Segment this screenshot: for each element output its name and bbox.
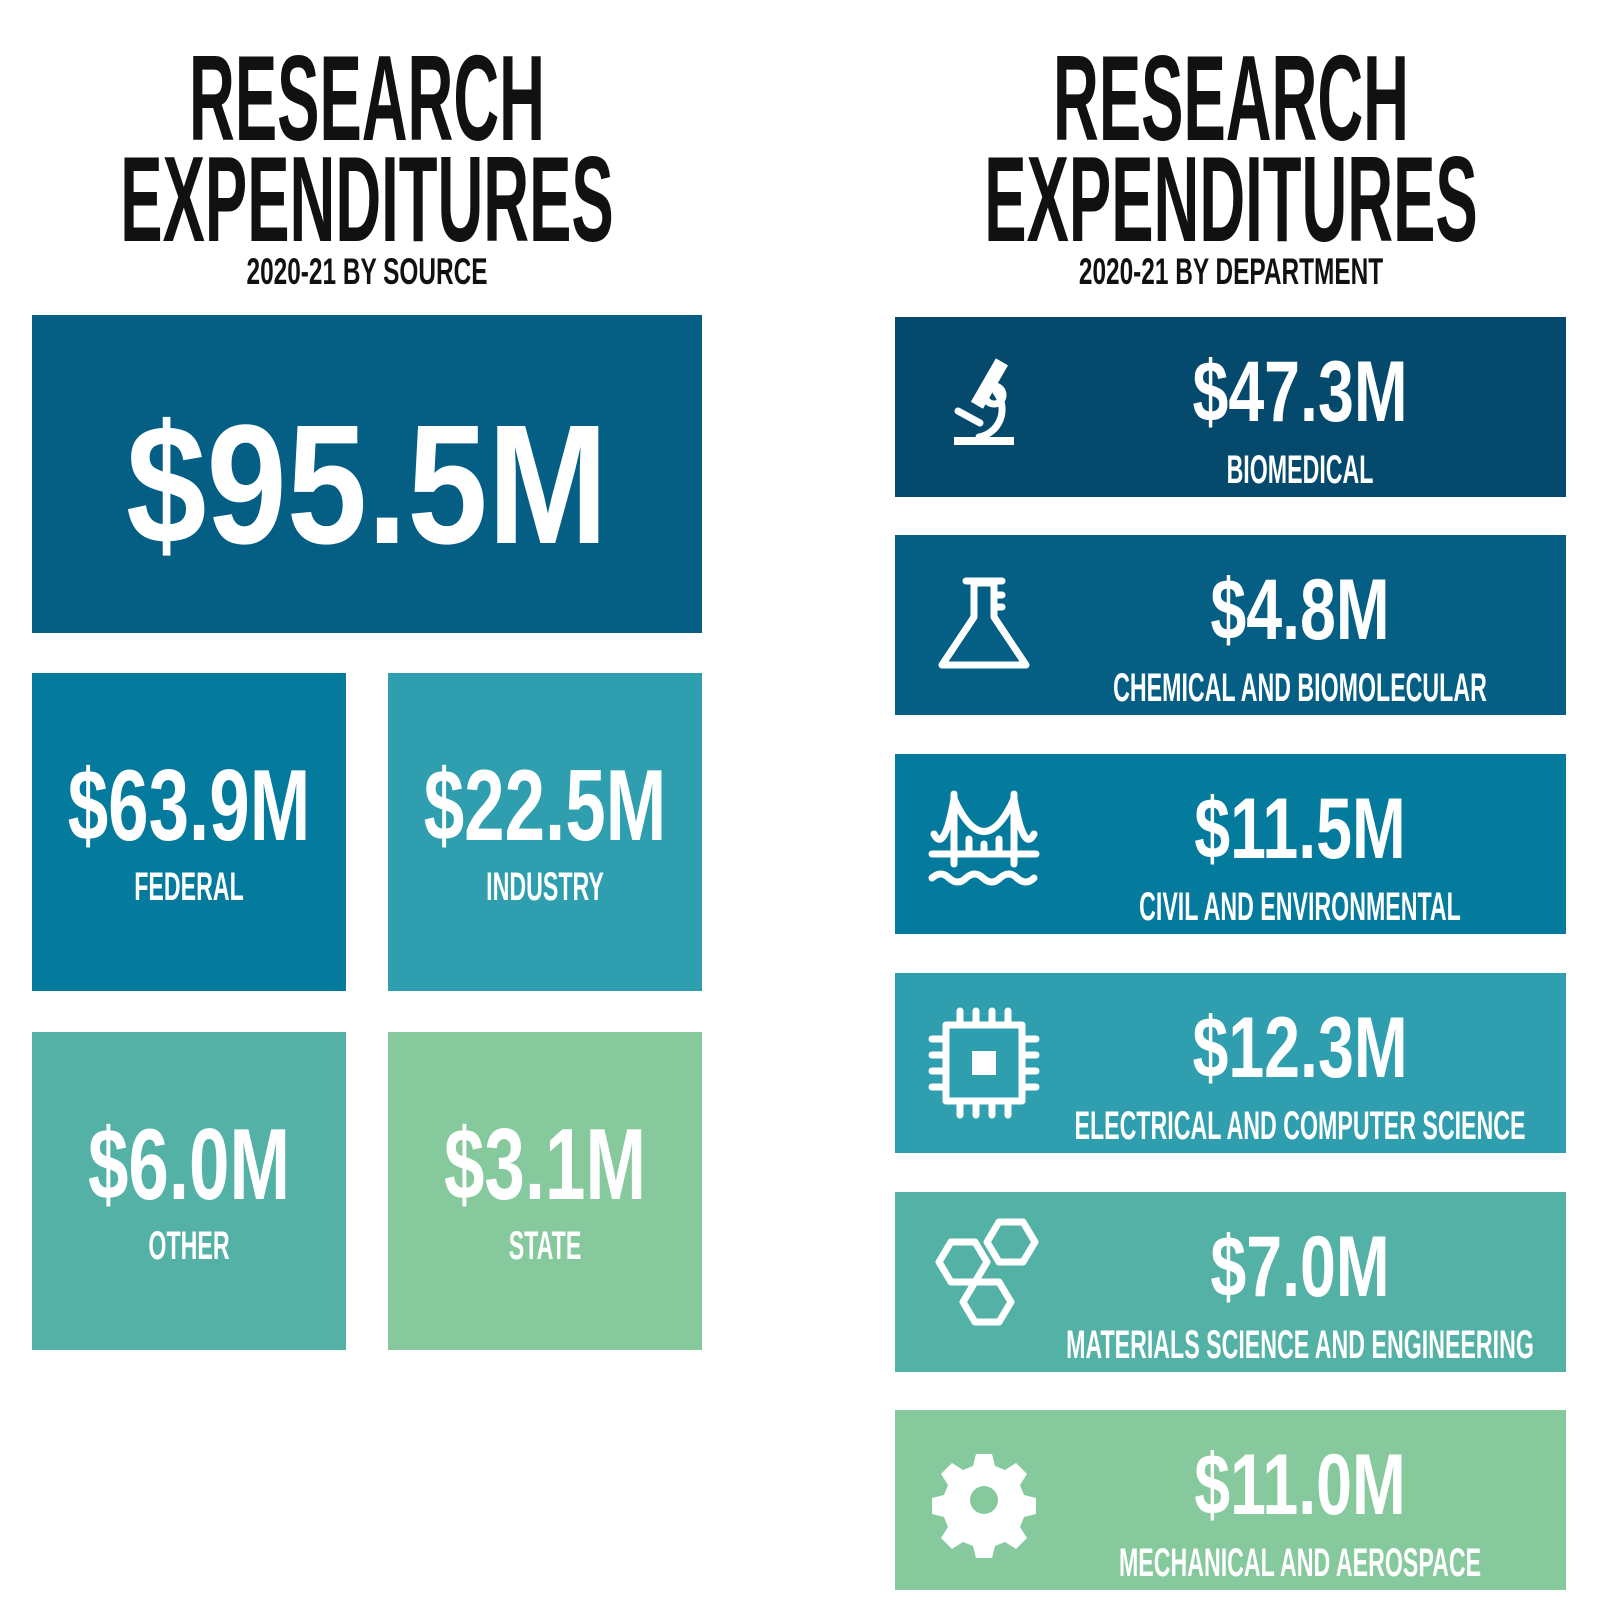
total-tile xyxy=(32,315,702,633)
department-row xyxy=(895,535,1566,715)
department-label: ELECTRICAL AND COMPUTER SCIENCE xyxy=(1075,1102,1526,1147)
hexagon-icon xyxy=(935,1218,1039,1326)
title-line: RESEARCH xyxy=(1053,30,1409,167)
source-tile xyxy=(388,673,702,991)
department-label: CHEMICAL AND BIOMOLECULAR xyxy=(1113,664,1487,709)
department-row xyxy=(895,754,1566,934)
title-line: RESEARCH xyxy=(189,30,545,167)
gear-icon xyxy=(932,1454,1036,1558)
title-line: EXPENDITURES xyxy=(984,131,1477,268)
total-value: $95.5M xyxy=(126,390,608,580)
department-value: $4.8M xyxy=(1210,562,1389,658)
title-line: EXPENDITURES xyxy=(120,131,613,268)
source-tile xyxy=(32,673,346,991)
source-label: OTHER xyxy=(148,1222,229,1267)
chip-icon xyxy=(928,1007,1040,1119)
department-row xyxy=(895,973,1566,1153)
department-label: MECHANICAL AND AEROSPACE xyxy=(1119,1539,1481,1584)
department-value: $11.5M xyxy=(1194,781,1406,877)
department-value: $47.3M xyxy=(1192,344,1407,440)
source-label: FEDERAL xyxy=(134,863,244,908)
department-value: $12.3M xyxy=(1192,1000,1407,1096)
department-label: BIOMEDICAL xyxy=(1227,446,1374,491)
source-value: $22.5M xyxy=(424,748,667,862)
department-value: $11.0M xyxy=(1194,1437,1406,1533)
subtitle: 2020-21 BY SOURCE xyxy=(246,251,487,292)
source-value: $6.0M xyxy=(88,1107,290,1221)
department-label: CIVIL AND ENVIRONMENTAL xyxy=(1139,883,1461,928)
source-value: $63.9M xyxy=(68,748,311,862)
department-value: $7.0M xyxy=(1210,1219,1389,1315)
department-row xyxy=(895,317,1566,497)
source-label: STATE xyxy=(509,1222,582,1267)
source-tile xyxy=(388,1032,702,1350)
subtitle: 2020-21 BY DEPARTMENT xyxy=(1079,251,1383,292)
source-tile xyxy=(32,1032,346,1350)
source-value: $3.1M xyxy=(444,1107,646,1221)
source-label: INDUSTRY xyxy=(486,863,604,908)
microscope-icon xyxy=(954,358,1014,445)
bridge-icon xyxy=(928,790,1040,886)
department-label: MATERIALS SCIENCE AND ENGINEERING xyxy=(1066,1321,1534,1366)
flask-icon xyxy=(938,577,1030,669)
